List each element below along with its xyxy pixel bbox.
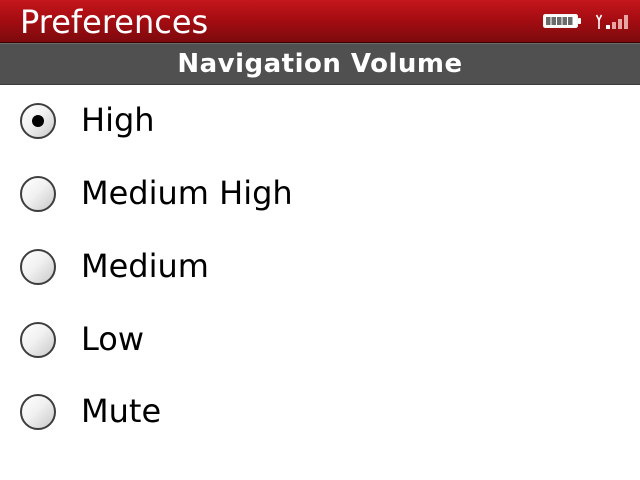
option-label: High <box>81 101 155 139</box>
option-medium[interactable]: Medium <box>0 232 640 304</box>
volume-options: High Medium High Medium Low Mute <box>0 86 640 480</box>
radio-button-mute[interactable] <box>20 394 56 430</box>
option-label: Medium High <box>81 174 293 212</box>
battery-icon <box>543 14 581 28</box>
signal-strength-icon <box>595 14 628 29</box>
radio-button-low[interactable] <box>20 322 56 358</box>
option-medium-high[interactable]: Medium High <box>0 159 640 231</box>
option-low[interactable]: Low <box>0 305 640 377</box>
section-header: Navigation Volume <box>0 43 640 85</box>
app-title: Preferences <box>20 3 209 41</box>
option-label: Medium <box>81 247 209 285</box>
radio-button-medium-high[interactable] <box>20 176 56 212</box>
title-bar: Preferences <box>0 0 640 43</box>
option-label: Low <box>81 320 145 358</box>
option-label: Mute <box>81 392 162 430</box>
radio-button-high[interactable] <box>20 103 56 139</box>
radio-button-medium[interactable] <box>20 249 56 285</box>
option-high[interactable]: High <box>0 86 640 158</box>
option-mute[interactable]: Mute <box>0 377 640 449</box>
selected-indicator <box>32 115 44 127</box>
